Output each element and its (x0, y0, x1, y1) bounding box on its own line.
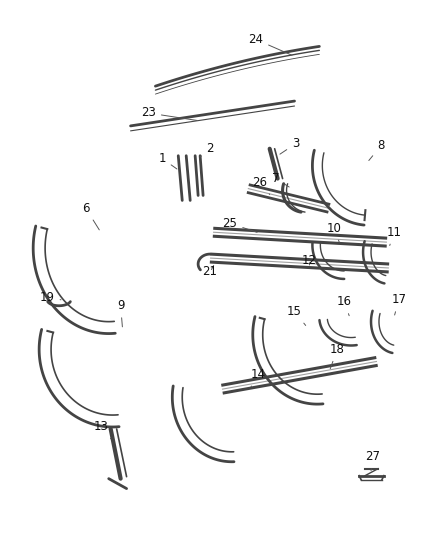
Text: 14: 14 (250, 368, 265, 387)
Text: 9: 9 (117, 299, 124, 327)
Text: 13: 13 (93, 421, 111, 439)
Text: 23: 23 (141, 107, 198, 120)
Text: 1: 1 (159, 152, 177, 169)
Text: 3: 3 (280, 138, 299, 154)
Text: 11: 11 (386, 225, 401, 246)
Text: 24: 24 (248, 33, 292, 55)
Text: 6: 6 (82, 202, 99, 230)
Text: 26: 26 (252, 176, 270, 195)
Text: 2: 2 (200, 142, 214, 157)
Text: 17: 17 (391, 293, 406, 315)
Text: 27: 27 (366, 450, 381, 471)
Text: 15: 15 (287, 305, 306, 326)
Text: 16: 16 (337, 295, 352, 316)
Text: 10: 10 (327, 222, 342, 242)
Text: 25: 25 (223, 217, 257, 232)
Text: 21: 21 (202, 265, 218, 278)
Text: 7: 7 (272, 172, 289, 187)
Text: 19: 19 (39, 292, 61, 304)
Text: 12: 12 (302, 254, 317, 266)
Text: 8: 8 (369, 139, 385, 160)
Text: 18: 18 (330, 343, 345, 369)
